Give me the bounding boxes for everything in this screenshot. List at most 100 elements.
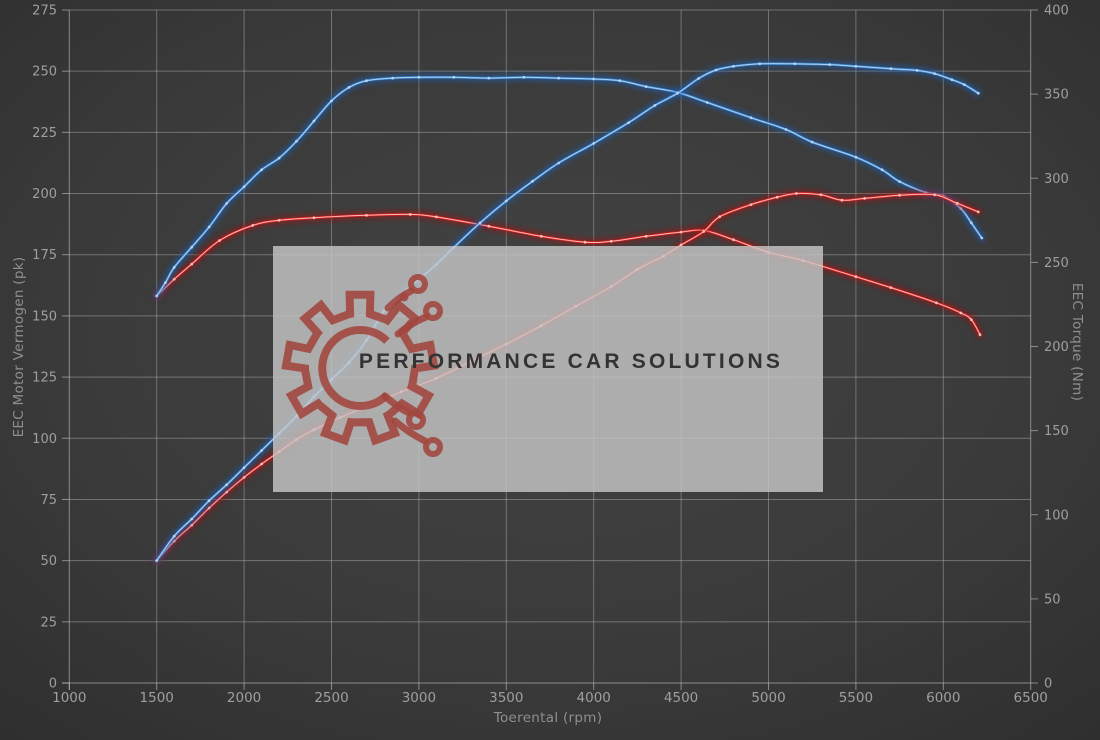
y-left-tick-label: 100 <box>32 432 57 447</box>
y-axis-title-right: EEC Torque (Nm) <box>1069 282 1085 402</box>
y-left-tick-label: 0 <box>49 677 57 692</box>
data-point-marker <box>522 75 526 79</box>
data-point-marker <box>714 68 718 72</box>
data-point-marker <box>679 243 683 247</box>
data-point-marker <box>980 236 984 240</box>
data-point-marker <box>435 215 438 219</box>
data-point-marker <box>618 79 622 83</box>
circuit-node <box>423 301 443 321</box>
data-point-marker <box>487 76 491 80</box>
data-point-marker <box>749 116 753 120</box>
data-point-marker <box>531 179 534 183</box>
data-point-marker <box>950 78 954 82</box>
x-tick-label: 2500 <box>314 690 348 706</box>
circuit-node <box>406 410 426 430</box>
data-point-marker <box>627 121 631 124</box>
gear-inner-circle <box>318 326 390 410</box>
data-point-marker <box>218 239 222 242</box>
data-point-marker <box>478 221 482 225</box>
data-point-marker <box>880 168 884 172</box>
data-point-marker <box>408 213 412 216</box>
data-point-marker <box>592 142 596 145</box>
data-point-marker <box>155 559 159 562</box>
y-left-tick-label: 125 <box>32 371 57 386</box>
data-point-marker <box>732 64 735 68</box>
data-point-marker <box>225 483 229 487</box>
data-point-marker <box>644 234 648 238</box>
data-point-marker <box>172 277 176 281</box>
data-point-marker <box>504 199 508 203</box>
data-point-marker <box>775 195 779 199</box>
data-point-marker <box>819 193 823 197</box>
data-point-marker <box>934 301 938 305</box>
data-point-marker <box>172 534 176 538</box>
circuit-node <box>423 437 443 457</box>
data-point-marker <box>810 140 814 144</box>
y-axis-title-left: EEC Motor Vermogen (pk) <box>11 256 27 438</box>
data-point-marker <box>653 104 657 107</box>
circuit-node <box>408 274 428 294</box>
y-axis-right-ticks: 0 50 100 150 200 250 300 350 400 <box>1030 4 1069 692</box>
y-left-tick-label: 150 <box>32 309 57 324</box>
x-tick-label: 4500 <box>664 690 698 706</box>
data-point-marker <box>347 86 351 89</box>
circuit-trace <box>384 287 415 312</box>
data-point-marker <box>295 139 298 143</box>
data-point-marker <box>705 101 709 104</box>
x-tick-label: 6000 <box>926 690 960 706</box>
data-point-marker <box>557 161 561 165</box>
circuit-trace <box>391 417 429 445</box>
y-left-tick-label: 50 <box>40 554 57 569</box>
data-point-marker <box>644 85 648 88</box>
y-left-tick-label: 200 <box>32 187 57 202</box>
data-point-marker <box>592 77 596 81</box>
y-left-tick-label: 75 <box>40 493 57 508</box>
data-point-marker <box>609 239 613 243</box>
x-axis-ticks: 1000 1500 2000 2500 3000 3500 4000 4500 5000 5500… <box>52 683 1048 706</box>
data-point-marker <box>863 197 866 200</box>
data-point-marker <box>330 99 333 103</box>
data-point-marker <box>190 517 194 521</box>
data-point-marker <box>164 281 167 284</box>
y-right-tick-label: 50 <box>1044 592 1061 607</box>
data-point-marker <box>242 185 246 189</box>
data-point-marker <box>718 215 721 219</box>
data-point-marker <box>889 286 893 289</box>
data-point-marker <box>365 213 368 217</box>
data-point-marker <box>207 225 211 229</box>
y-right-tick-label: 100 <box>1044 508 1069 523</box>
y-right-tick-label: 0 <box>1044 677 1052 692</box>
y-left-tick-label: 225 <box>32 126 57 141</box>
data-point-marker <box>784 128 788 131</box>
data-point-marker <box>260 168 263 172</box>
y-left-tick-label: 175 <box>32 248 57 263</box>
data-point-marker <box>697 77 700 80</box>
data-point-marker <box>312 216 316 220</box>
data-point-marker <box>260 462 263 466</box>
data-point-marker <box>365 79 368 83</box>
x-tick-label: 3000 <box>402 690 436 706</box>
data-point-marker <box>969 318 973 321</box>
y-axis-left-ticks: 0 25 50 75 100 125 150 175 200 225 250 275 <box>32 4 70 692</box>
y-right-tick-label: 150 <box>1044 424 1069 439</box>
x-tick-label: 1000 <box>52 690 86 706</box>
data-point-marker <box>679 230 683 234</box>
data-point-marker <box>487 224 491 228</box>
circuit-dot <box>399 292 409 302</box>
data-point-marker <box>840 198 844 202</box>
circuit-trace <box>394 313 430 338</box>
data-point-marker <box>417 75 421 79</box>
y-right-tick-label: 350 <box>1044 88 1069 103</box>
x-tick-label: 6500 <box>1014 690 1048 706</box>
data-point-marker <box>976 91 980 95</box>
gear-circuit-icon <box>281 274 443 457</box>
x-axis-title: Toerental (rpm) <box>493 710 603 726</box>
y-right-tick-label: 200 <box>1044 340 1069 355</box>
data-point-marker <box>277 156 281 160</box>
y-left-tick-label: 25 <box>40 615 57 630</box>
data-point-marker <box>793 62 797 66</box>
y-right-tick-label: 300 <box>1044 172 1069 187</box>
data-point-marker <box>933 72 936 75</box>
data-point-marker <box>391 76 395 80</box>
